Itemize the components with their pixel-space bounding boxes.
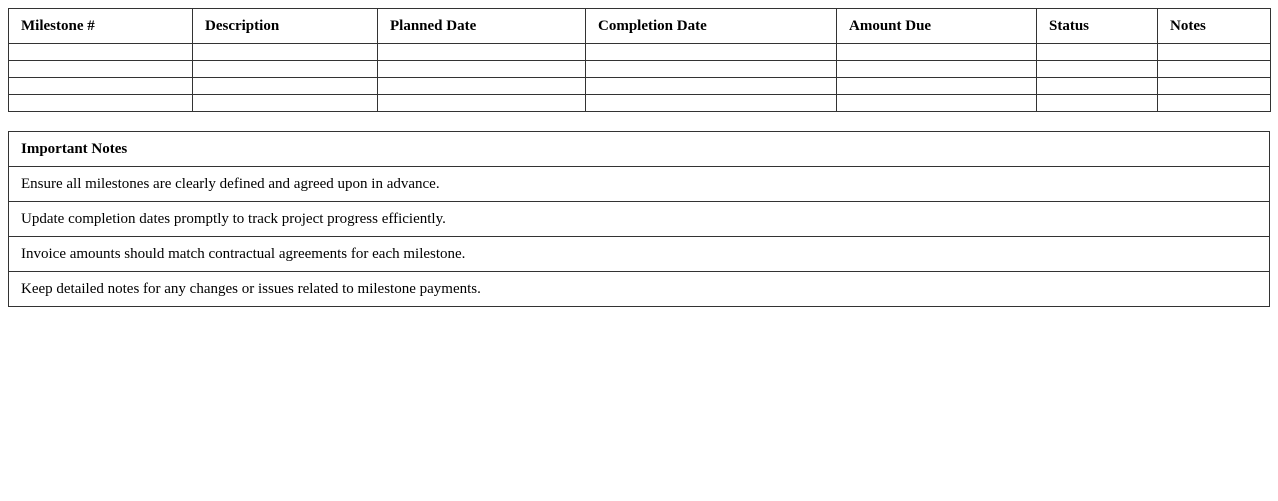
milestone-table: Milestone # Description Planned Date Com… bbox=[8, 8, 1271, 112]
header-notes: Notes bbox=[1157, 8, 1271, 44]
header-amount-due: Amount Due bbox=[836, 8, 1037, 44]
table-cell[interactable] bbox=[8, 60, 193, 78]
table-cell[interactable] bbox=[585, 43, 837, 61]
table-cell[interactable] bbox=[585, 60, 837, 78]
page: Milestone # Description Planned Date Com… bbox=[8, 8, 1271, 307]
table-cell[interactable] bbox=[377, 60, 586, 78]
header-milestone: Milestone # bbox=[8, 8, 193, 44]
table-cell[interactable] bbox=[1036, 43, 1158, 61]
header-description: Description bbox=[192, 8, 378, 44]
header-planned-date: Planned Date bbox=[377, 8, 586, 44]
header-completion-date: Completion Date bbox=[585, 8, 837, 44]
table-cell[interactable] bbox=[1036, 60, 1158, 78]
table-cell[interactable] bbox=[585, 94, 837, 112]
table-cell[interactable] bbox=[836, 94, 1037, 112]
table-cell[interactable] bbox=[1157, 60, 1271, 78]
header-row: Milestone # Description Planned Date Com… bbox=[8, 8, 1271, 44]
table-cell[interactable] bbox=[1157, 94, 1271, 112]
table-cell[interactable] bbox=[1157, 77, 1271, 95]
table-row bbox=[8, 60, 1271, 78]
table-cell[interactable] bbox=[192, 43, 378, 61]
table-cell[interactable] bbox=[192, 77, 378, 95]
table-row bbox=[8, 77, 1271, 95]
table-cell[interactable] bbox=[836, 43, 1037, 61]
note-item: Keep detailed notes for any changes or i… bbox=[8, 271, 1270, 307]
table-cell[interactable] bbox=[8, 43, 193, 61]
table-cell[interactable] bbox=[377, 94, 586, 112]
note-item: Update completion dates promptly to trac… bbox=[8, 201, 1270, 237]
table-cell[interactable] bbox=[1036, 94, 1158, 112]
table-cell[interactable] bbox=[1036, 77, 1158, 95]
table-cell[interactable] bbox=[836, 77, 1037, 95]
table-cell[interactable] bbox=[377, 77, 586, 95]
table-cell[interactable] bbox=[585, 77, 837, 95]
important-notes-table: Important Notes Ensure all milestones ar… bbox=[8, 131, 1270, 307]
notes-title: Important Notes bbox=[8, 131, 1270, 167]
table-row bbox=[8, 94, 1271, 112]
table-cell[interactable] bbox=[8, 77, 193, 95]
table-cell[interactable] bbox=[192, 94, 378, 112]
note-item: Invoice amounts should match contractual… bbox=[8, 236, 1270, 272]
table-row bbox=[8, 43, 1271, 61]
table-cell[interactable] bbox=[377, 43, 586, 61]
table-cell[interactable] bbox=[192, 60, 378, 78]
header-status: Status bbox=[1036, 8, 1158, 44]
note-item: Ensure all milestones are clearly define… bbox=[8, 166, 1270, 202]
table-cell[interactable] bbox=[8, 94, 193, 112]
table-cell[interactable] bbox=[1157, 43, 1271, 61]
table-cell[interactable] bbox=[836, 60, 1037, 78]
